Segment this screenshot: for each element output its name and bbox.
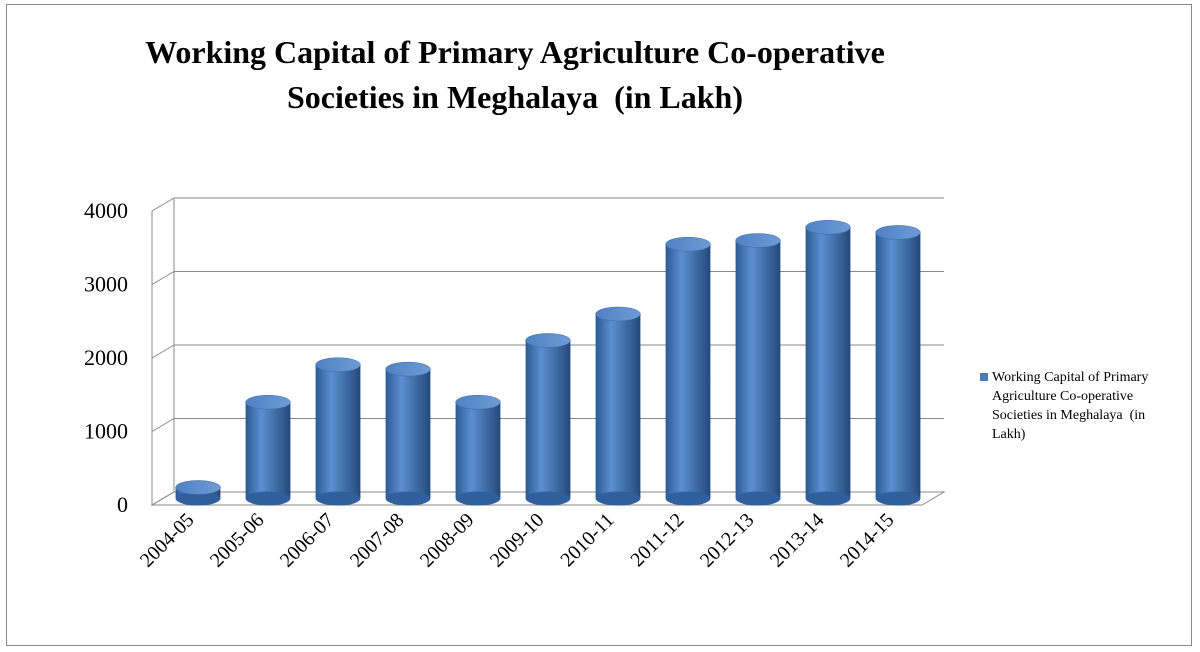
y-tick-label: 0 [117,492,128,517]
bar-top [315,357,361,372]
bar-body [595,314,641,499]
bar [595,306,641,506]
bar-base [875,491,921,506]
y-tick-label: 2000 [84,345,128,370]
bar-body [665,244,711,499]
bar-top [875,225,921,240]
bar-body [875,232,921,499]
bar-top [735,233,781,248]
bar-base [175,491,221,506]
bar-body [385,369,431,499]
x-tick-label: 2014-15 [836,509,899,572]
grid-line [151,344,175,359]
bar-body [455,402,501,499]
bar-base [245,491,291,506]
bar [245,394,291,506]
x-tick-label: 2005-06 [206,509,269,572]
chart-title: Working Capital of Primary Agriculture C… [145,34,893,115]
grid-line [151,491,175,506]
x-tick-label: 2008-09 [416,509,479,572]
bar [175,480,221,506]
bar-base [735,491,781,506]
bar-top [595,306,641,322]
y-tick-label: 4000 [84,198,128,223]
x-tick-label: 2009-10 [486,509,549,572]
bar [315,357,361,506]
bar [455,394,501,506]
x-tick-label: 2013-14 [766,509,829,572]
bar [805,220,851,506]
bar [735,233,781,506]
bar-base [805,491,851,506]
bar-base [595,491,641,506]
bar [385,361,431,506]
bar-top [245,394,291,410]
bar [525,333,571,506]
chart-frame [6,4,1192,646]
bar-body [315,364,361,499]
bar-base [665,491,711,506]
x-tick-label: 2010-11 [556,509,618,571]
bar-base [525,491,571,506]
x-tick-label: 2004-05 [136,509,199,572]
bar-top [805,220,851,235]
bar-top [525,333,571,348]
bar [665,236,711,506]
bar-base [455,491,501,506]
y-tick-label: 3000 [84,272,128,297]
bar-body [525,340,571,499]
bar-body [735,240,781,499]
legend-swatch [980,373,988,381]
legend: Working Capital of Primary Agriculture C… [980,368,1180,444]
grid-line [151,271,175,285]
bar-top [175,480,221,495]
x-tick-label: 2006-07 [276,509,339,572]
grid-line [151,197,175,212]
bar-top [385,361,431,377]
bar-top [665,236,711,252]
bar-top [455,394,501,410]
bar-base [385,491,431,506]
x-tick-label: 2007-08 [346,509,409,572]
y-tick-label: 1000 [84,419,128,444]
bar [875,225,921,506]
x-tick-label: 2011-12 [626,509,688,571]
grid-line [151,418,175,432]
bar-body [805,227,851,499]
x-tick-label: 2012-13 [696,509,759,572]
bar-body [245,402,291,499]
bar-base [315,491,361,506]
legend-label: Working Capital of Primary Agriculture C… [992,370,1152,442]
